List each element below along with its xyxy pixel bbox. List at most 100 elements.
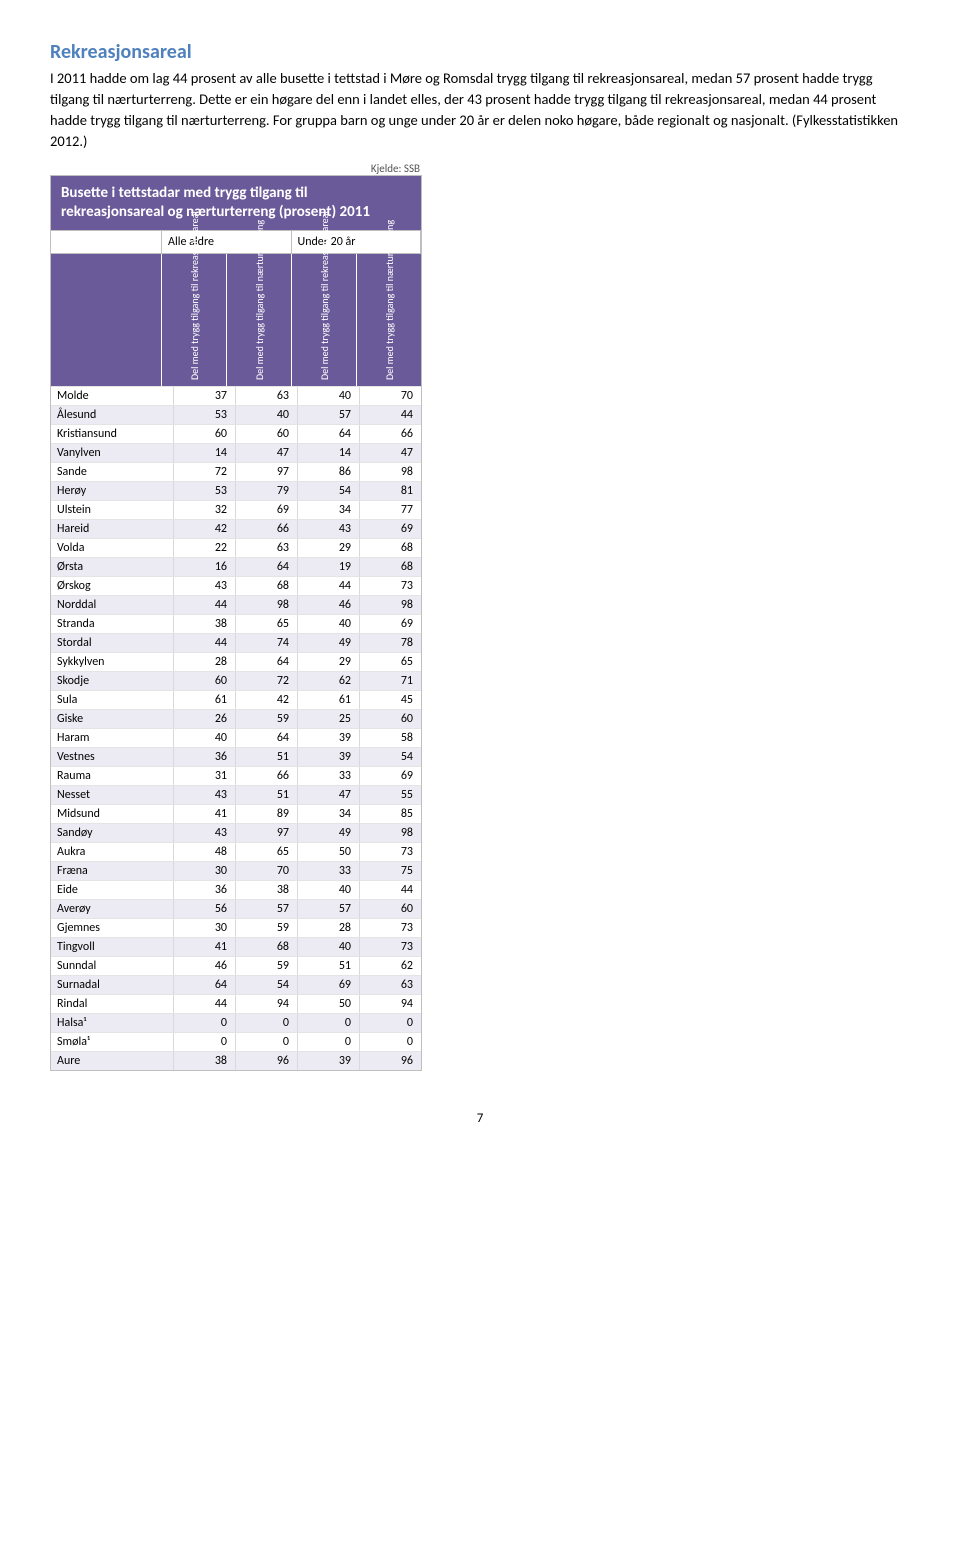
table-cell: 0: [360, 1014, 421, 1032]
table-cell: 49: [298, 634, 360, 652]
table-group-row: Alle aldre Under 20 år: [51, 230, 421, 254]
table-cell: 70: [236, 862, 298, 880]
table-cell: 62: [360, 957, 421, 975]
table-cell: 65: [360, 653, 421, 671]
table-cell: 50: [298, 843, 360, 861]
table-cell: 43: [174, 577, 236, 595]
table-row: Herøy53795481: [51, 481, 421, 500]
table-cell: 28: [298, 919, 360, 937]
table-row-label: Stordal: [51, 634, 174, 652]
table-cell: 59: [236, 957, 298, 975]
table-cell: 65: [236, 615, 298, 633]
table-row-label: Aure: [51, 1052, 174, 1070]
table-cell: 71: [360, 672, 421, 690]
table-row: Rindal44945094: [51, 994, 421, 1013]
table-cell: 78: [360, 634, 421, 652]
table-row-label: Nesset: [51, 786, 174, 804]
table-cell: 48: [174, 843, 236, 861]
table-cell: 55: [360, 786, 421, 804]
table-cell: 64: [236, 558, 298, 576]
table-row-label: Midsund: [51, 805, 174, 823]
table-col-header-label: Del med trygg tilgang til rekreasjon-sar…: [189, 211, 200, 380]
table-cell: 57: [298, 900, 360, 918]
table-row-label: Sunndal: [51, 957, 174, 975]
table-cell: 44: [360, 881, 421, 899]
table-row: Ålesund53405744: [51, 405, 421, 424]
table-cell: 69: [236, 501, 298, 519]
table-cell: 38: [174, 1052, 236, 1070]
table-cell: 54: [298, 482, 360, 500]
table-cell: 45: [360, 691, 421, 709]
table-cell: 81: [360, 482, 421, 500]
table-cell: 0: [236, 1014, 298, 1032]
table-cell: 33: [298, 862, 360, 880]
table-cell: 25: [298, 710, 360, 728]
table-cell: 50: [298, 995, 360, 1013]
table-row: Tingvoll41684073: [51, 937, 421, 956]
table-cell: 62: [298, 672, 360, 690]
table-cell: 46: [174, 957, 236, 975]
table-cell: 47: [298, 786, 360, 804]
table-cell: 19: [298, 558, 360, 576]
table-cell: 43: [174, 786, 236, 804]
table-cell: 51: [236, 748, 298, 766]
table-cell: 98: [360, 824, 421, 842]
table-cell: 0: [174, 1033, 236, 1051]
table-row-label: Ørskog: [51, 577, 174, 595]
table-row: Surnadal64546963: [51, 975, 421, 994]
table-row-label: Halsa¹: [51, 1014, 174, 1032]
table-row: Sula61426145: [51, 690, 421, 709]
table-row: Midsund41893485: [51, 804, 421, 823]
table-cell: 41: [174, 938, 236, 956]
table-cell: 53: [174, 482, 236, 500]
table-cell: 60: [174, 672, 236, 690]
table-row-label: Ålesund: [51, 406, 174, 424]
table-cell: 98: [236, 596, 298, 614]
table-col-header: Del med trygg tilgang til rekreasjon-sar…: [162, 254, 227, 386]
table-row: Fræna30703375: [51, 861, 421, 880]
table-cell: 40: [298, 387, 360, 405]
table-row: Volda22632968: [51, 538, 421, 557]
table-row-label: Molde: [51, 387, 174, 405]
table-row-label: Stranda: [51, 615, 174, 633]
table-cell: 66: [236, 767, 298, 785]
table-cell: 26: [174, 710, 236, 728]
table-row-label: Sandøy: [51, 824, 174, 842]
table-row: Vanylven14471447: [51, 443, 421, 462]
table-cell: 63: [236, 387, 298, 405]
table-row-label: Vanylven: [51, 444, 174, 462]
table-cell: 68: [360, 558, 421, 576]
table-row: Sykkylven28642965: [51, 652, 421, 671]
table-cell: 68: [236, 577, 298, 595]
table-cell: 0: [360, 1033, 421, 1051]
table-cell: 59: [236, 710, 298, 728]
table-cell: 94: [236, 995, 298, 1013]
table-cell: 57: [236, 900, 298, 918]
table-cell: 44: [174, 634, 236, 652]
table-cell: 86: [298, 463, 360, 481]
table-row-label: Rindal: [51, 995, 174, 1013]
table-row: Smøla¹0000: [51, 1032, 421, 1051]
table-body: Molde37634070Ålesund53405744Kristiansund…: [51, 386, 421, 1070]
table-cell: 0: [174, 1014, 236, 1032]
table-title: Busette i tettstadar med trygg tilgang t…: [51, 176, 421, 230]
table-cell: 34: [298, 501, 360, 519]
table-cell: 64: [236, 653, 298, 671]
table-col-header-label: Del med trygg tilgang til nærturter-reng: [384, 219, 395, 379]
table-cell: 0: [298, 1014, 360, 1032]
table-cell: 58: [360, 729, 421, 747]
table-cell: 85: [360, 805, 421, 823]
table-cell: 73: [360, 843, 421, 861]
table-row-label: Aukra: [51, 843, 174, 861]
table-cell: 64: [236, 729, 298, 747]
table-cell: 97: [236, 463, 298, 481]
table-cell: 73: [360, 577, 421, 595]
table-row-label: Tingvoll: [51, 938, 174, 956]
table-row: Nesset43514755: [51, 785, 421, 804]
table-cell: 39: [298, 1052, 360, 1070]
table-cell: 66: [360, 425, 421, 443]
table-col-header: Del med trygg tilgang til nærturter-reng: [227, 254, 292, 386]
table-cell: 32: [174, 501, 236, 519]
table-cell: 44: [174, 995, 236, 1013]
table-row: Ørskog43684473: [51, 576, 421, 595]
